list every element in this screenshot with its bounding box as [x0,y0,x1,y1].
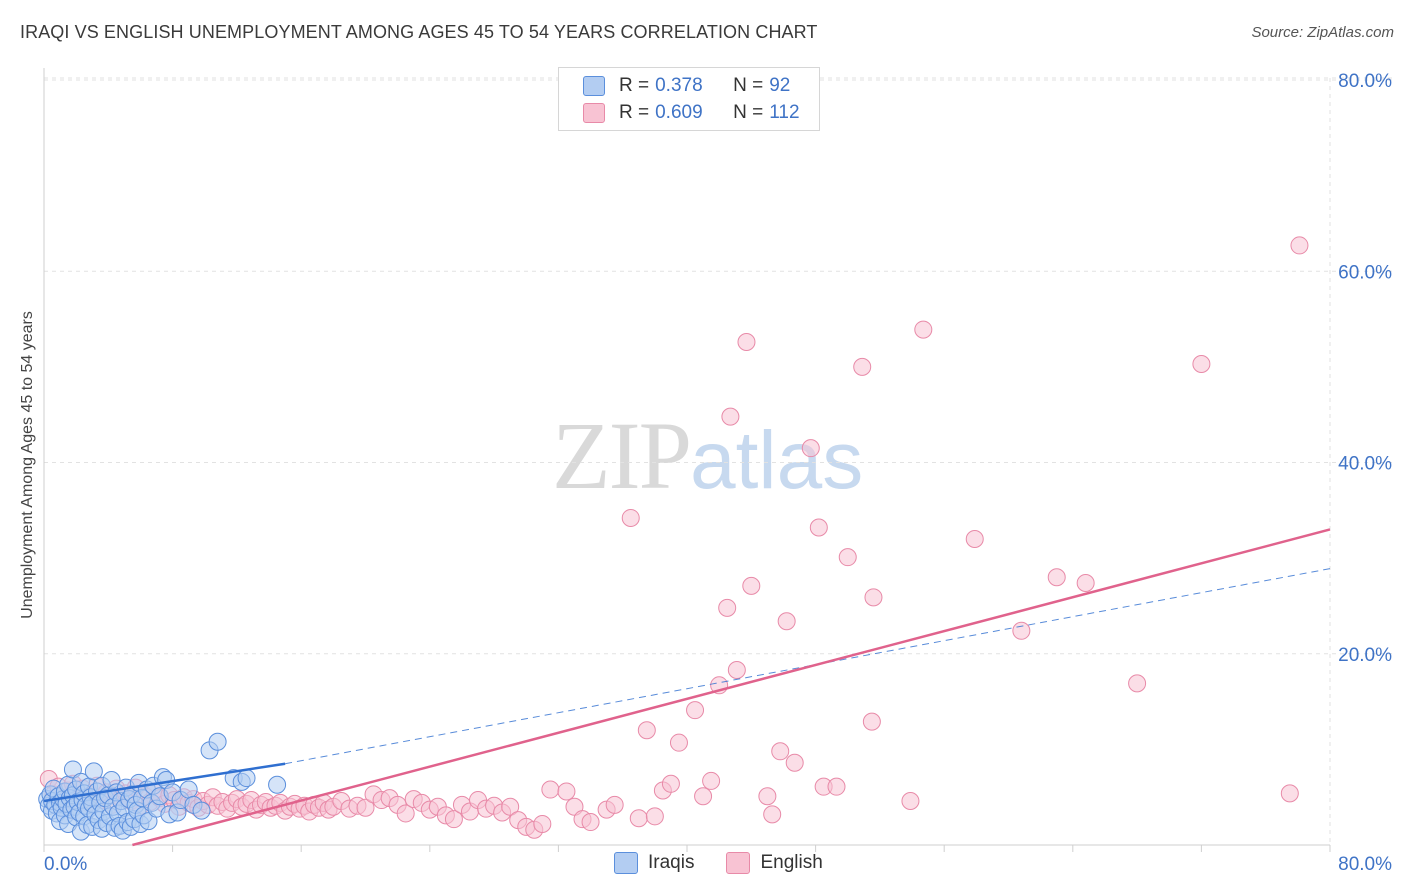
english-point [1290,236,1309,255]
english-point [557,782,576,801]
y-tick-label: 60.0% [1338,262,1392,283]
english-point [864,588,883,607]
english-point [758,787,777,806]
y-tick-label: 80.0% [1338,71,1392,92]
english-point [661,774,680,793]
tick-labels: 20.0% 40.0% 60.0% 80.0% 0.0% 80.0% [44,71,1392,875]
legend-label-english: English [760,852,823,873]
legend-swatch-english [583,103,605,123]
english-point [727,661,746,680]
iraqis-trend-line [43,762,286,803]
english-point [901,792,920,811]
series-legend: Iraqis English [614,852,855,874]
legend-r-label: R = [619,75,650,96]
english-point [605,795,624,814]
english-point [1280,784,1299,803]
english-point [356,798,375,817]
english-point [621,508,640,527]
english-point [444,810,463,829]
watermark-zip: ZIP [552,402,692,509]
legend-row-english: R = 0.609 N = 112 [583,100,800,126]
iraqi-points [38,732,287,841]
english-point [501,797,520,816]
english-points [39,236,1309,839]
legend-swatch-iraqis [614,852,638,874]
iraqi-point [84,762,103,781]
english-point [1076,573,1095,592]
english-point [1192,355,1211,374]
watermark: ZIPatlas [552,400,863,511]
english-point [838,548,857,567]
source-label: Source: ZipAtlas.com [1251,24,1394,41]
english-point [721,407,740,426]
iraqi-point [268,775,287,794]
english-point [686,701,705,720]
legend-n-label: N = [733,75,764,96]
english-point [1047,568,1066,587]
english-point [763,805,782,824]
y-axis-label-text: Unemployment Among Ages 45 to 54 years [19,311,36,619]
english-point [1012,621,1031,640]
grid-lines [44,77,1392,845]
english-point [737,333,756,352]
english-point [801,439,820,458]
english-point [645,807,664,826]
legend-r-value-iraqis: 0.378 [655,75,703,96]
iraqi-point [237,769,256,788]
english-point [742,576,761,595]
english-point [1128,674,1147,693]
x-tick-label: 80.0% [1338,854,1392,875]
legend-n-value-iraqis: 92 [769,75,791,96]
english-point [694,787,713,806]
english-trend-line [132,528,1331,847]
english-point [965,530,984,548]
english-point [629,809,648,828]
english-point [771,742,790,761]
x-tick-label: 0.0% [44,854,87,875]
english-point [637,721,656,740]
iraqi-point [179,780,198,799]
english-point [581,813,600,832]
legend-row-iraqis: R = 0.378 N = 92 [583,73,790,99]
iraqi-point [192,801,211,820]
english-point [785,753,804,772]
watermark-atlas: atlas [690,415,864,506]
chart-title: IRAQI VS ENGLISH UNEMPLOYMENT AMONG AGES… [20,22,818,42]
english-point [718,598,737,617]
english-point [396,804,415,823]
english-point [914,320,933,339]
y-axis-label: Unemployment Among Ages 45 to 54 years [18,311,38,619]
legend-label-iraqis: Iraqis [648,852,695,873]
legend-swatch-iraqis [583,76,605,96]
legend-n-value-english: 112 [769,102,800,123]
english-point [702,771,721,790]
english-point [853,357,872,376]
y-tick-label: 20.0% [1338,645,1392,666]
legend-swatch-english [726,852,751,874]
english-point [862,712,881,731]
english-point [541,780,560,799]
trend-lines [43,528,1331,847]
legend-r-value-english: 0.609 [655,102,703,123]
axes [43,68,1331,852]
correlation-legend: R = 0.378 N = 92 R = 0.609 N = 112 [558,67,820,131]
english-point [777,612,796,631]
legend-n-label: N = [733,102,764,123]
y-tick-label: 40.0% [1338,454,1392,475]
legend-item-english[interactable]: English [726,852,823,874]
iraqi-point [208,732,227,751]
english-point [809,518,828,537]
english-point [533,814,552,833]
legend-item-iraqis[interactable]: Iraqis [614,852,694,874]
english-point [669,733,688,752]
english-point [827,777,846,796]
legend-r-label: R = [619,102,650,123]
